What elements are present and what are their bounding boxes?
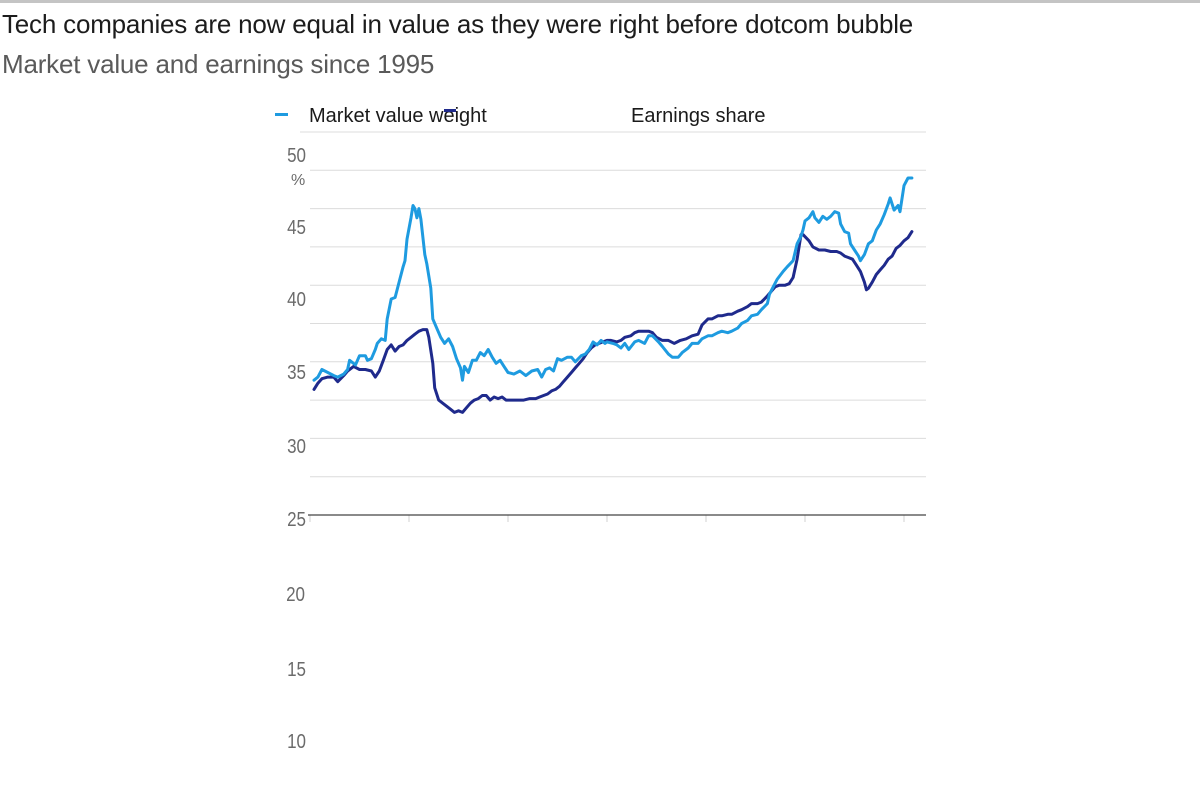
chart-title: Tech companies are now equal in value as… (2, 9, 914, 39)
y-unit-label: % (291, 172, 306, 189)
y-tick-label: 10 (287, 731, 306, 753)
series-line-market-value-weight (312, 176, 914, 382)
y-tick-label: 30 (287, 436, 306, 458)
y-tick-label: 15 (287, 659, 306, 681)
y-tick-label: 35 (287, 362, 306, 384)
legend-swatch-earnings (444, 109, 456, 112)
chart-subtitle: Market value and earnings since 1995 (2, 49, 435, 79)
legend-label-earnings: Earnings share (631, 105, 766, 127)
y-tick-label: 40 (287, 289, 306, 311)
y-tick-label: 25 (287, 509, 306, 531)
legend-swatch-market-value (275, 113, 288, 116)
y-tick-label: 50 (287, 145, 306, 167)
y-tick-label: 45 (287, 217, 306, 239)
y-tick-label: 20 (286, 584, 305, 606)
legend-label-market-value: Market value weight (309, 105, 487, 127)
top-rule (0, 0, 1200, 3)
